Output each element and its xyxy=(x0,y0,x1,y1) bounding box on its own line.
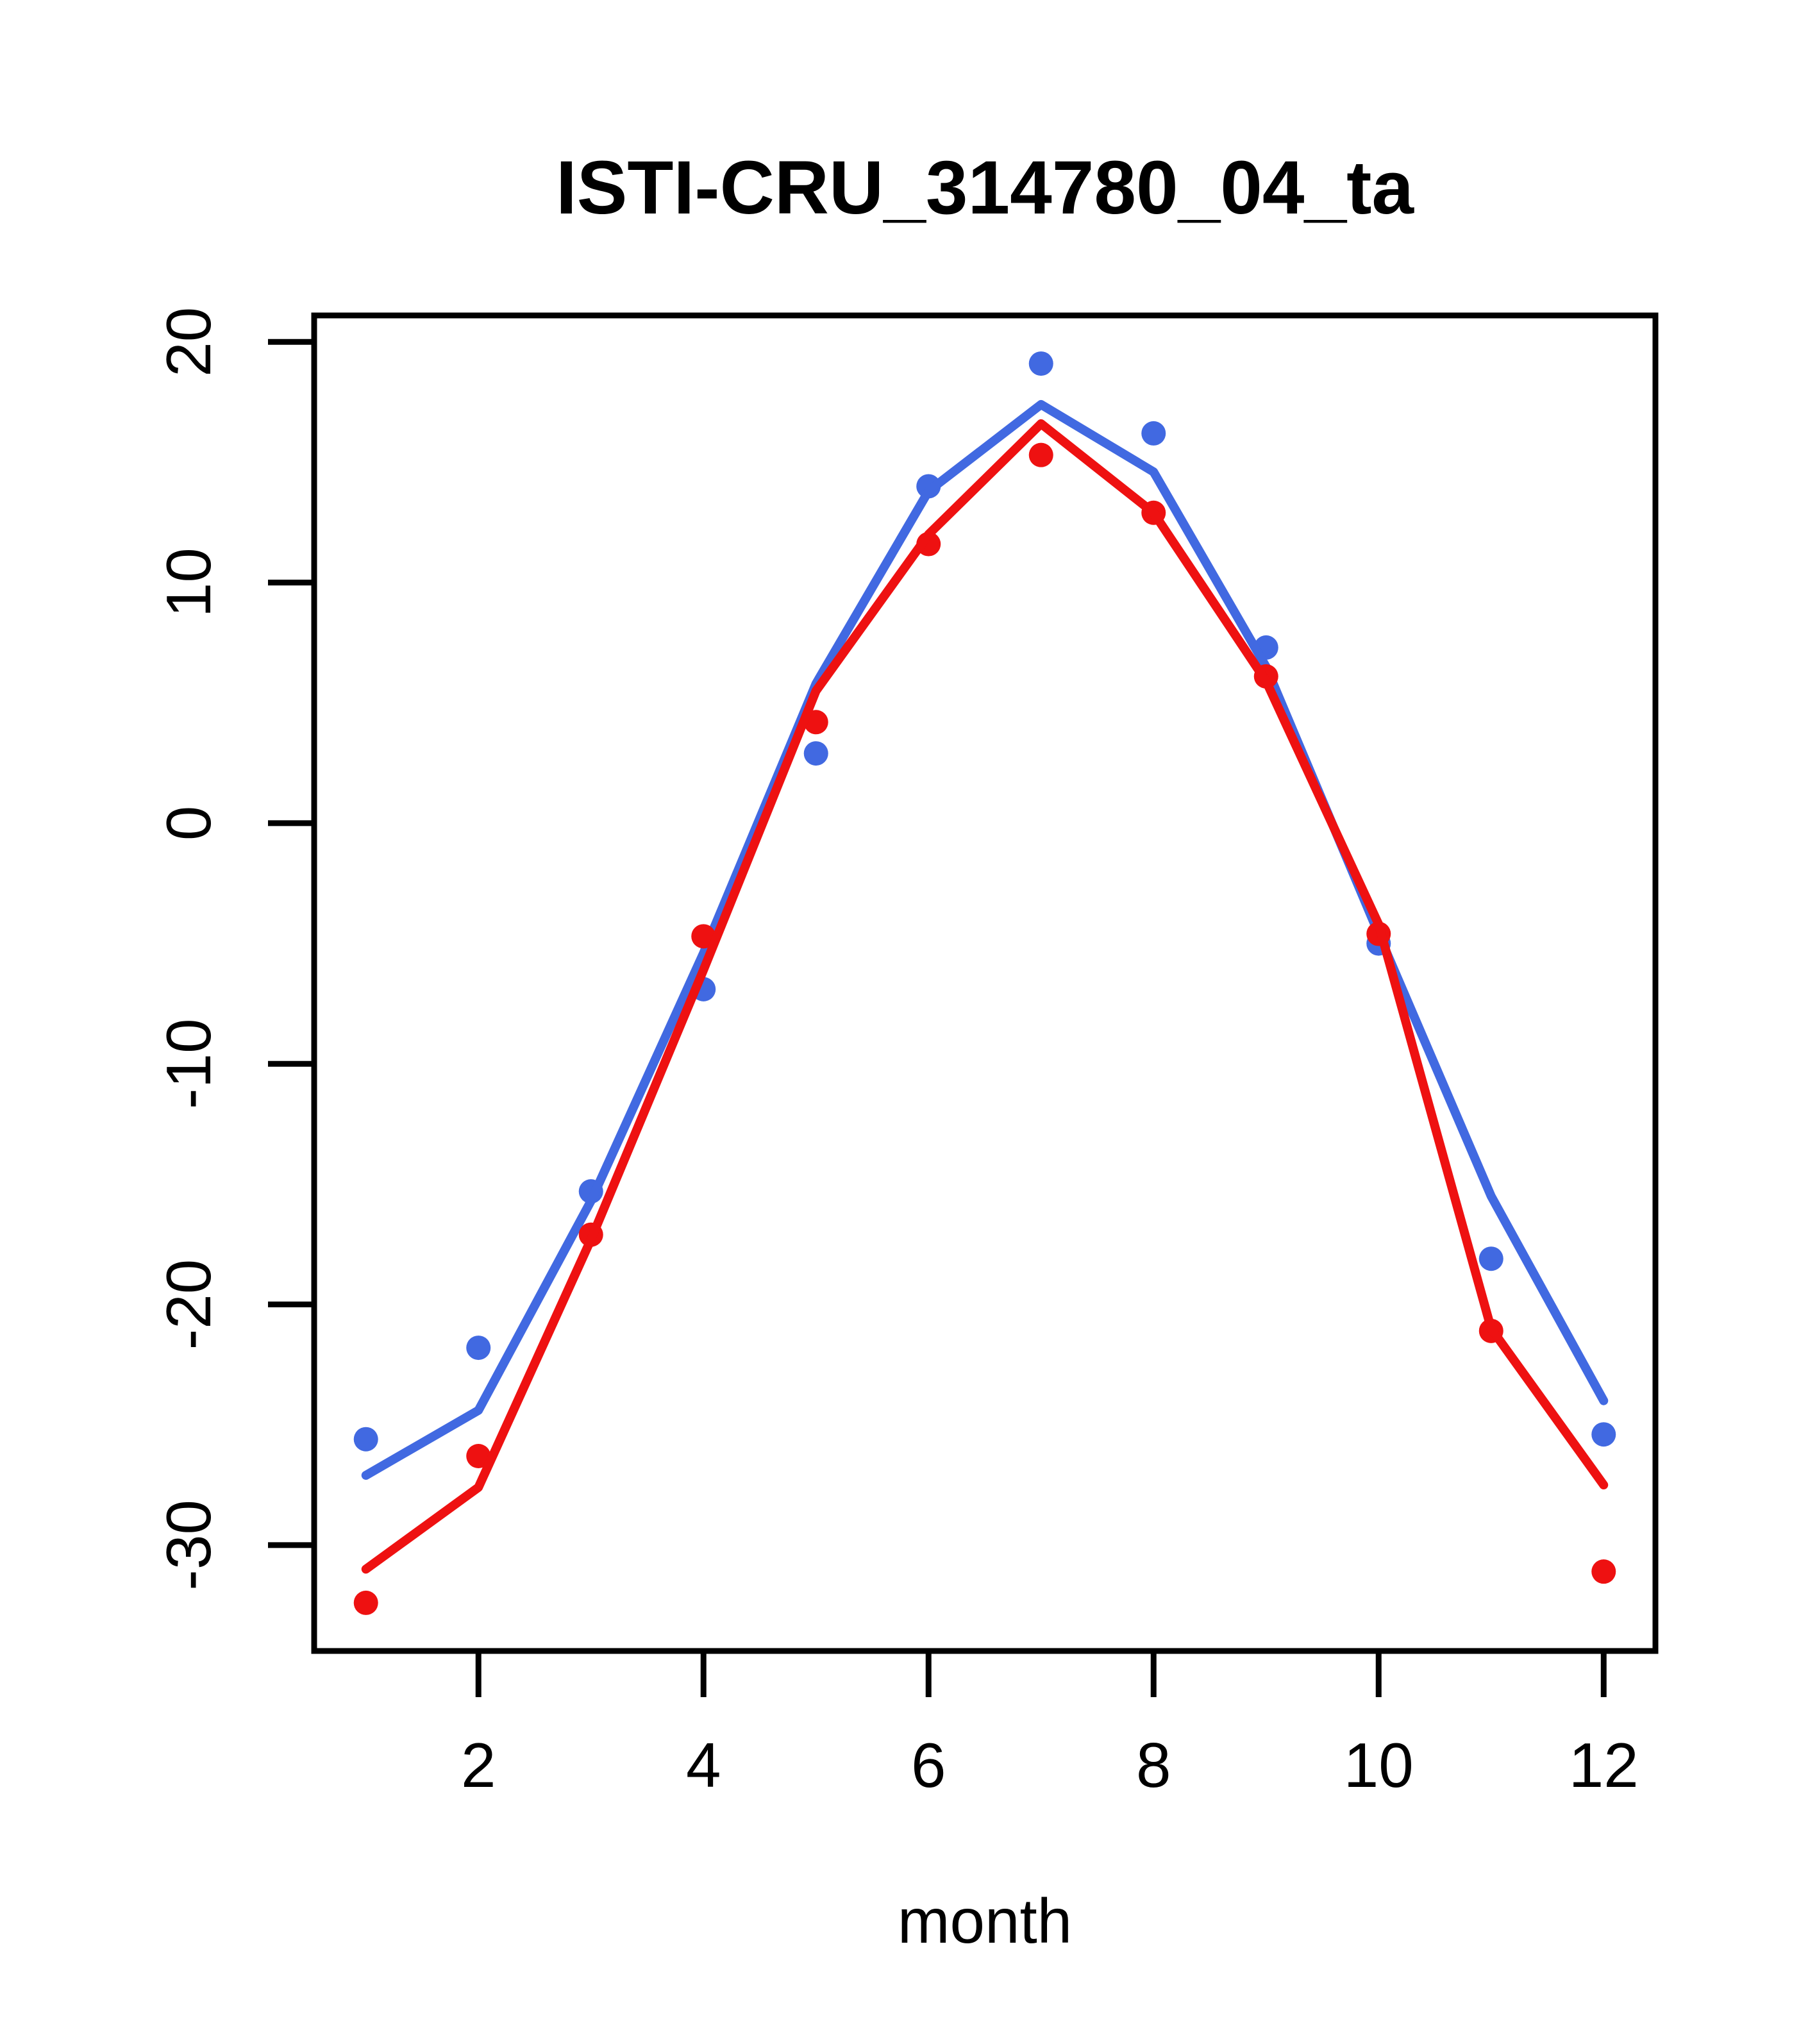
y-axis-tick-label: -10 xyxy=(153,1018,224,1109)
x-axis-tick-label: 2 xyxy=(461,1730,496,1800)
data-point-blue xyxy=(803,741,828,766)
data-point-blue xyxy=(353,1427,378,1452)
data-point-red xyxy=(691,924,716,949)
x-axis-tick-label: 6 xyxy=(911,1730,946,1800)
data-point-red xyxy=(1591,1559,1616,1584)
data-point-blue xyxy=(466,1336,491,1361)
chart-title: ISTI-CRU_314780_04_ta xyxy=(555,146,1414,230)
x-axis-label: month xyxy=(897,1886,1073,1956)
y-axis-tick-label: -20 xyxy=(153,1259,224,1350)
x-axis-tick-label: 10 xyxy=(1344,1730,1414,1800)
data-point-blue xyxy=(1478,1246,1503,1271)
reference-climatology-line-blue xyxy=(361,399,1609,1480)
y-axis-tick-label: 20 xyxy=(153,307,224,377)
data-point-red xyxy=(353,1590,378,1615)
data-point-red xyxy=(466,1443,491,1468)
data-point-blue xyxy=(1591,1422,1616,1447)
data-point-blue xyxy=(1141,421,1166,446)
data-point-red xyxy=(1028,442,1053,467)
reference-climatology-line-red xyxy=(361,419,1609,1574)
y-axis-tick-label: 10 xyxy=(153,548,224,617)
x-axis-tick-label: 4 xyxy=(686,1730,721,1800)
data-point-blue xyxy=(1028,351,1053,376)
plot-box xyxy=(311,312,1659,1654)
y-axis-tick-label: -30 xyxy=(153,1500,224,1591)
y-axis-tick-label: 0 xyxy=(153,806,224,841)
x-axis-tick-label: 12 xyxy=(1569,1730,1639,1800)
x-axis-tick-label: 8 xyxy=(1136,1730,1171,1800)
